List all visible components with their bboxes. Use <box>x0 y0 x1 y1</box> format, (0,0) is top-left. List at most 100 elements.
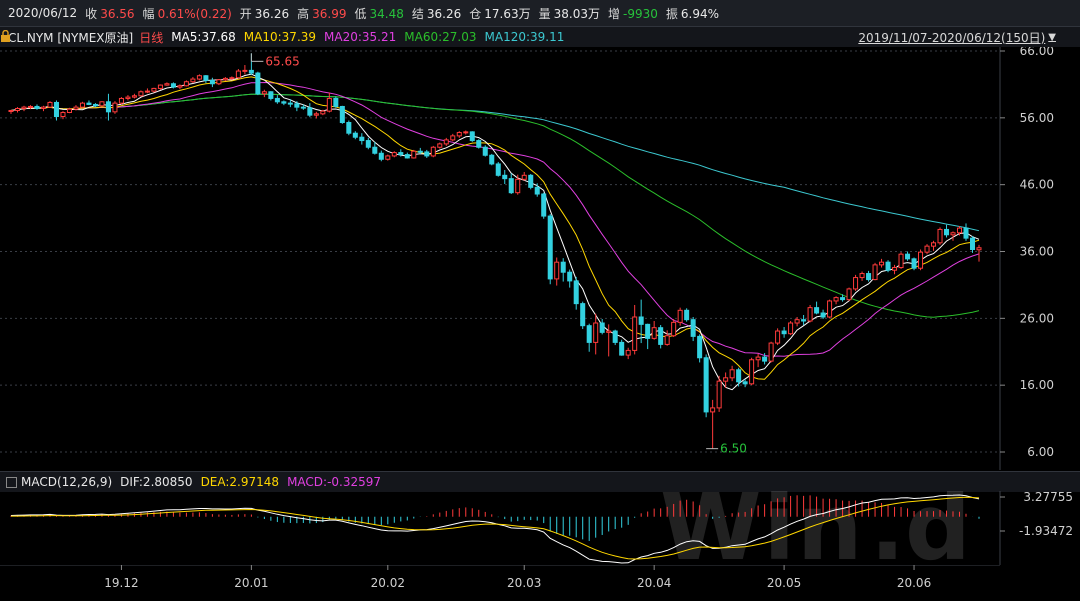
macd-chart[interactable]: Win .d 3.27755 -1.93472 <box>0 491 1080 565</box>
candle-down <box>352 131 358 140</box>
candle-up <box>768 341 774 363</box>
candle-down <box>638 299 644 344</box>
candle-up <box>515 174 521 195</box>
price-chart[interactable]: 65.65 6.50 66.00 56.00 46.00 36.00 26.00 16.00… <box>0 47 1080 470</box>
macd-lines <box>10 494 980 564</box>
candle-body <box>138 91 144 97</box>
macd-y-axis: 3.27755 -1.93472 <box>999 491 1073 565</box>
candle-down <box>359 133 365 145</box>
low-label: 低 <box>354 6 367 21</box>
high-annotation: 65.65 <box>265 54 299 68</box>
candle-body <box>144 90 150 93</box>
ma5-line <box>10 73 980 391</box>
candle-up <box>177 84 183 90</box>
candle-body <box>554 261 560 280</box>
dea-line <box>11 496 980 560</box>
date-range-selector[interactable]: 2019/11/07-2020/06/12(150日) ▼ <box>858 27 1056 47</box>
candle-down <box>53 100 59 121</box>
candle-body <box>118 97 124 104</box>
candle-body <box>684 309 690 321</box>
settle-value: 36.26 <box>426 6 462 21</box>
candle-up <box>749 357 755 386</box>
candle-down <box>34 104 40 110</box>
candle-body <box>216 79 222 85</box>
candle-down <box>476 139 482 149</box>
candle-down <box>619 339 625 356</box>
candle-body <box>645 323 651 339</box>
y-tick-label: 56.00 <box>1020 111 1054 125</box>
candle-down <box>307 103 313 118</box>
candle-body <box>963 227 969 239</box>
candle-down <box>820 309 826 320</box>
candle-up <box>261 89 267 98</box>
candle-down <box>105 93 111 121</box>
candle-body <box>560 261 566 273</box>
candle-body <box>261 91 267 95</box>
candle-down <box>469 131 475 142</box>
candle-body <box>859 273 865 279</box>
candle-body <box>268 91 274 99</box>
candle-body <box>430 146 436 157</box>
candle-down <box>580 301 586 330</box>
candle-down <box>905 251 911 261</box>
candle-up <box>625 347 631 360</box>
x-tick-label: 20.02 <box>371 576 405 590</box>
candle-body <box>411 150 417 159</box>
symbol-label: CL.NYM [NYMEX原油] <box>8 30 134 45</box>
candle-up <box>794 316 800 327</box>
candle-up <box>112 101 118 114</box>
candle-down <box>404 152 410 159</box>
ma5-legend: MA5:37.68 <box>171 30 236 44</box>
candle-up <box>313 111 319 119</box>
period-selector[interactable]: 日线 <box>139 30 164 45</box>
candle-body <box>73 106 79 110</box>
candle-down <box>482 145 488 157</box>
candle-body <box>716 380 722 409</box>
candle-body <box>352 132 358 138</box>
dif-legend: DIF:2.80850 <box>120 475 193 489</box>
candle-down <box>690 316 696 342</box>
candle-down <box>209 77 215 88</box>
candle-body <box>807 307 813 322</box>
candle-body <box>456 132 462 137</box>
candle-body <box>950 232 956 236</box>
candle-up <box>846 287 852 301</box>
candle-body <box>66 108 72 113</box>
chevron-down-icon[interactable]: ▼ <box>1048 31 1056 43</box>
candle-body <box>469 131 475 142</box>
candle-body <box>781 330 787 335</box>
macd-settings-icon[interactable] <box>6 476 17 488</box>
candle-up <box>671 319 677 338</box>
candle-body <box>794 319 800 324</box>
candle-down <box>495 161 501 177</box>
candle-body <box>424 151 430 157</box>
candle-up <box>632 304 638 355</box>
candle-down <box>274 95 280 104</box>
candle-down <box>86 100 92 106</box>
lock-icon[interactable] <box>0 30 11 43</box>
candle-body <box>307 107 313 116</box>
candle-down <box>528 173 534 190</box>
x-tick-label: 20.05 <box>767 576 801 590</box>
candle-down <box>281 100 287 106</box>
oi-change-value: -9930 <box>623 6 658 21</box>
candle-body <box>801 319 807 322</box>
candle-body <box>606 330 612 333</box>
candle-body <box>14 107 21 111</box>
candle-up <box>411 149 417 159</box>
change-label: 幅 <box>142 6 155 21</box>
candle-up <box>950 231 956 241</box>
candle-down <box>736 367 742 387</box>
candle-down <box>378 150 384 162</box>
candle-up <box>14 107 21 113</box>
candle-up <box>859 271 865 281</box>
candle-down <box>365 137 371 150</box>
candle-up <box>125 95 131 101</box>
candle-down <box>599 319 605 335</box>
open-value: 36.26 <box>254 6 290 21</box>
candle-body <box>755 356 761 361</box>
candle-body <box>495 163 501 176</box>
candle-up <box>924 244 930 255</box>
y-tick-label: 6.00 <box>1027 445 1054 459</box>
candle-up <box>521 171 527 181</box>
